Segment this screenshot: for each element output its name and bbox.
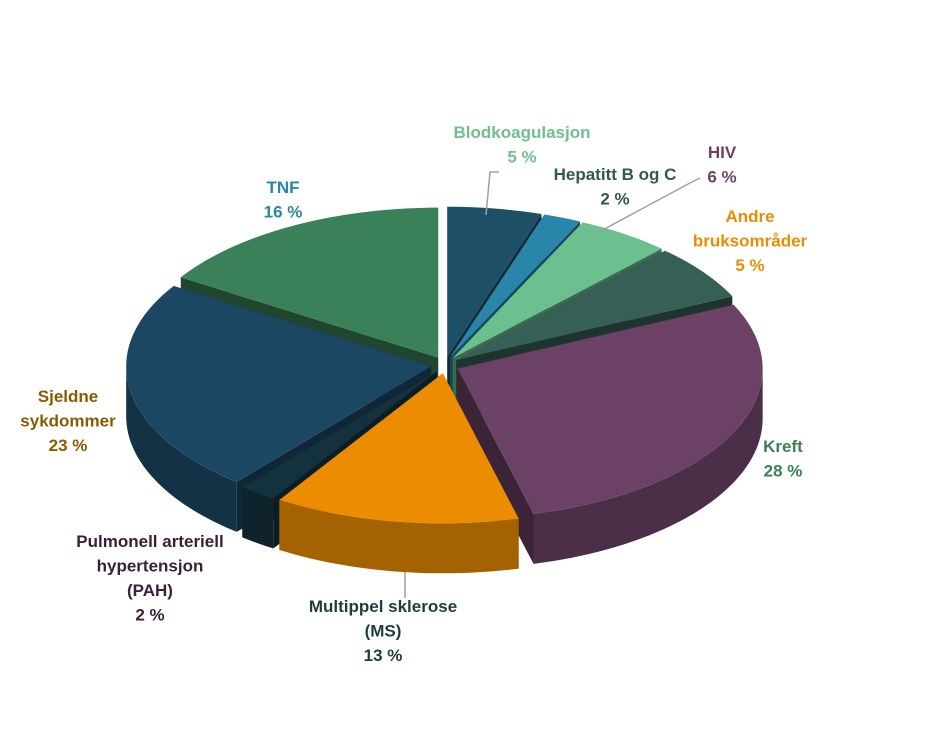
slice: [242, 371, 437, 499]
slice: [457, 304, 763, 514]
value-label: 2 %: [600, 190, 629, 209]
leader-lines: [404, 171, 701, 598]
value-label: 23 %: [49, 436, 88, 455]
value-label: 13 %: [364, 646, 403, 665]
slice-label: Sjeldne sykdommer: [20, 387, 116, 431]
slice-label: Kreft: [763, 437, 803, 456]
slice-label: Multippel sklerose (MS): [309, 597, 457, 641]
slice-side: [279, 499, 519, 574]
slice-label: Andre bruksområder: [693, 207, 808, 251]
value-label: 6 %: [707, 168, 736, 187]
slice: [126, 285, 432, 482]
value-label: 16 %: [264, 203, 303, 222]
slice-label: Hepatitt B og C: [554, 165, 677, 184]
slice: [279, 373, 519, 524]
slice: [447, 206, 542, 357]
value-label: 5 %: [507, 148, 536, 167]
slice-label: Blodkoagulasjon: [454, 123, 591, 142]
leader-line: [596, 177, 701, 234]
slice-label: HIV: [708, 143, 737, 162]
leader-line: [485, 171, 499, 216]
pie: [126, 206, 763, 574]
value-label: 5 %: [735, 256, 764, 275]
slice: [450, 214, 581, 358]
labels: Andre bruksområder 5 % Hepatitt B og C 2 % Bl…: [20, 123, 807, 665]
slice-side: [533, 368, 763, 564]
slice-label: TNF: [266, 178, 299, 197]
slice-side: [126, 366, 237, 532]
slice-label: Pulmonell arteriell hypertensjon (PAH): [76, 532, 223, 600]
slice: [452, 222, 662, 359]
slice: [456, 250, 733, 361]
value-label: 2 %: [135, 606, 164, 625]
slice: [180, 207, 439, 358]
slice-side: [242, 487, 274, 549]
value-label: 28 %: [764, 462, 803, 481]
